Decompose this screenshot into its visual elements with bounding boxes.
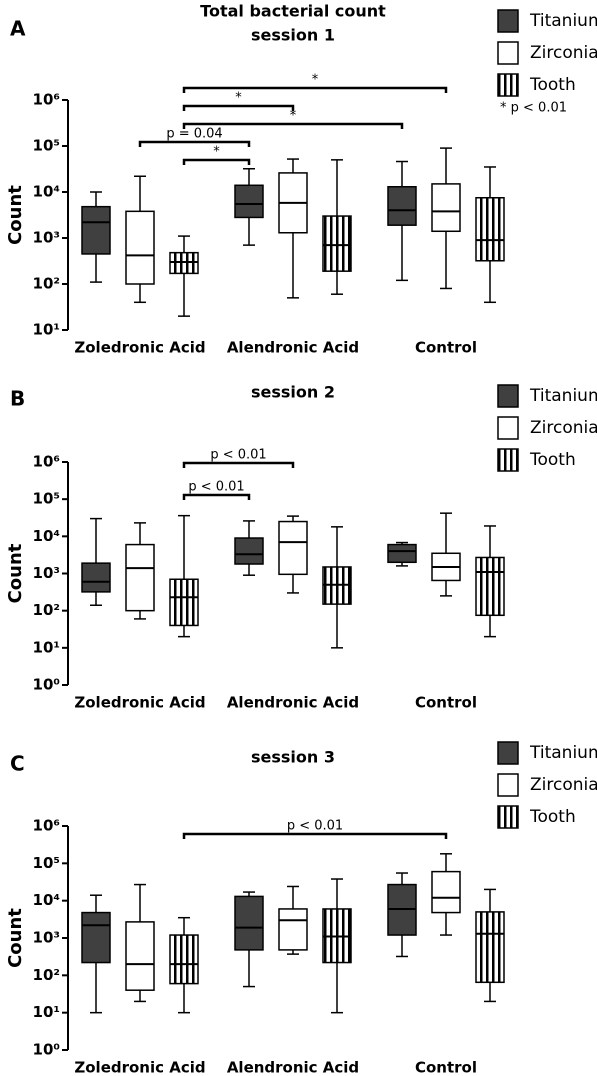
significance-label: * bbox=[213, 145, 220, 160]
x-tick-label: Alendronic Acid bbox=[227, 694, 359, 712]
x-tick-label: Alendronic Acid bbox=[227, 339, 359, 357]
legend-label: Tooth bbox=[529, 450, 576, 470]
legend-label: Tooth bbox=[529, 75, 576, 95]
legend-swatch bbox=[497, 416, 519, 440]
legend-label: Titanium bbox=[529, 743, 597, 763]
y-tick-label: 10³ bbox=[33, 229, 60, 247]
y-tick-label: 10⁴ bbox=[33, 183, 60, 201]
y-axis-label: Count bbox=[5, 908, 26, 968]
legend-label: Tooth bbox=[529, 807, 576, 827]
box bbox=[81, 911, 111, 964]
y-tick-label: 10¹ bbox=[33, 638, 60, 656]
x-tick-label: Control bbox=[415, 339, 477, 357]
y-tick-label: 10³ bbox=[33, 564, 60, 582]
y-tick-label: 10⁶ bbox=[33, 817, 60, 835]
y-tick-label: 10⁶ bbox=[33, 453, 60, 471]
note: * p < 0.01 bbox=[500, 101, 567, 116]
legend-swatch bbox=[497, 448, 519, 472]
significance-bracket bbox=[182, 158, 251, 165]
y-tick-label: 10⁴ bbox=[33, 527, 60, 545]
box bbox=[81, 562, 111, 593]
x-tick-label: Alendronic Acid bbox=[227, 1059, 359, 1076]
y-tick-label: 10¹ bbox=[33, 1003, 60, 1021]
box bbox=[475, 556, 505, 617]
legend-swatch bbox=[497, 741, 519, 765]
significance-bracket bbox=[182, 86, 448, 93]
legend-swatch bbox=[497, 805, 519, 829]
panel-label: A bbox=[10, 17, 26, 41]
box bbox=[125, 543, 155, 612]
chart-subtitle: session 1 bbox=[251, 26, 335, 45]
significance-label: p < 0.01 bbox=[210, 448, 266, 463]
significance-label: * bbox=[235, 91, 242, 106]
legend-swatch bbox=[497, 9, 519, 33]
y-axis-label: Count bbox=[5, 185, 26, 245]
significance-bracket bbox=[138, 140, 251, 147]
legend-label: Zirconia bbox=[530, 775, 597, 795]
box bbox=[169, 934, 199, 985]
y-tick-label: 10² bbox=[33, 966, 60, 984]
x-tick-label: Control bbox=[415, 694, 477, 712]
x-tick-label: Zoledronic Acid bbox=[74, 339, 205, 357]
chart-title: session 2 bbox=[251, 383, 335, 402]
legend-label: Titanium bbox=[529, 11, 597, 31]
chart-title: Total bacterial count bbox=[200, 2, 386, 21]
y-axis-label: Count bbox=[5, 543, 26, 603]
box bbox=[234, 184, 264, 219]
box bbox=[234, 895, 264, 951]
significance-label: * bbox=[290, 109, 297, 124]
box bbox=[169, 578, 199, 627]
box bbox=[475, 196, 505, 262]
significance-bracket bbox=[182, 832, 448, 839]
x-tick-label: Zoledronic Acid bbox=[74, 1059, 205, 1076]
legend-label: Zirconia bbox=[530, 418, 597, 438]
box bbox=[125, 210, 155, 285]
significance-bracket bbox=[182, 104, 295, 111]
box bbox=[278, 908, 308, 951]
x-tick-label: Control bbox=[415, 1059, 477, 1076]
box bbox=[322, 215, 352, 272]
panel-label: C bbox=[10, 752, 25, 776]
y-tick-label: 10⁵ bbox=[33, 137, 60, 155]
significance-bracket bbox=[182, 122, 404, 129]
box bbox=[125, 921, 155, 991]
chart-title: session 3 bbox=[251, 748, 335, 767]
box bbox=[278, 520, 308, 576]
significance-bracket bbox=[182, 493, 251, 500]
box bbox=[387, 186, 417, 226]
y-tick-label: 10⁴ bbox=[33, 891, 60, 909]
legend-label: Titanium bbox=[529, 386, 597, 406]
significance-bracket bbox=[182, 461, 295, 468]
y-tick-label: 10² bbox=[33, 275, 60, 293]
significance-label: p < 0.01 bbox=[188, 480, 244, 495]
x-tick-label: Zoledronic Acid bbox=[74, 694, 205, 712]
box bbox=[475, 911, 505, 984]
y-tick-label: 10³ bbox=[33, 929, 60, 947]
box bbox=[81, 205, 111, 255]
y-tick-label: 10⁰ bbox=[33, 1041, 60, 1059]
legend-swatch bbox=[497, 41, 519, 65]
y-tick-label: 10⁵ bbox=[33, 490, 60, 508]
box bbox=[431, 870, 461, 914]
box bbox=[387, 543, 417, 564]
significance-label: * bbox=[312, 73, 319, 88]
legend-swatch bbox=[497, 773, 519, 797]
box bbox=[234, 537, 264, 565]
y-tick-label: 10⁶ bbox=[33, 91, 60, 109]
y-tick-label: 10⁵ bbox=[33, 854, 60, 872]
box bbox=[431, 183, 461, 233]
legend-swatch bbox=[497, 73, 519, 97]
significance-label: p = 0.04 bbox=[166, 127, 222, 142]
legend-swatch bbox=[497, 384, 519, 408]
y-tick-label: 10⁰ bbox=[33, 676, 60, 694]
y-tick-label: 10² bbox=[33, 601, 60, 619]
panel-label: B bbox=[10, 387, 25, 411]
significance-label: p < 0.01 bbox=[287, 819, 343, 834]
y-tick-label: 10¹ bbox=[33, 321, 60, 339]
legend-label: Zirconia bbox=[530, 43, 597, 63]
